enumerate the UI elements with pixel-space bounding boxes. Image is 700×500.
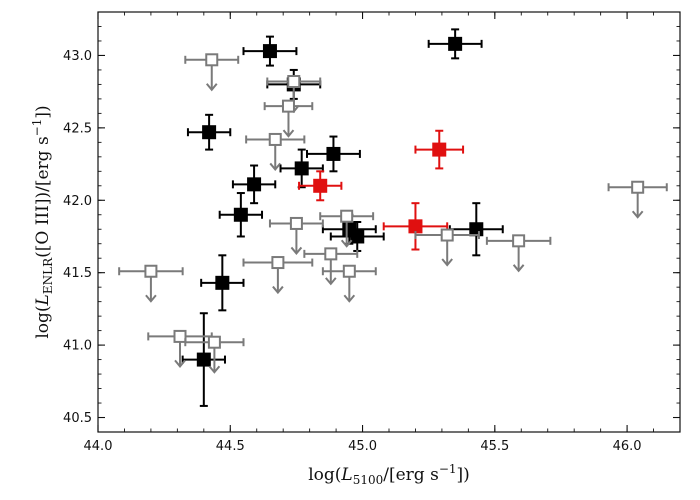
filled-square-marker: [408, 219, 423, 234]
filled-square-marker: [215, 275, 230, 290]
y-tick-label: 42.0: [63, 194, 92, 209]
data-point: [329, 221, 385, 252]
open-square-marker: [340, 209, 354, 223]
open-square-marker: [512, 234, 526, 248]
plot-frame: [97, 11, 681, 433]
filled-square-marker: [247, 177, 262, 192]
filled-square-marker: [196, 352, 211, 367]
open-square-marker: [287, 75, 301, 89]
y-tick-label: 42.5: [63, 121, 92, 136]
upper-limit-arrow-head: [269, 162, 282, 172]
upper-limit-arrow-head: [325, 277, 337, 286]
data-point: [200, 254, 245, 312]
filled-square-marker: [313, 178, 328, 193]
upper-limit-point: [184, 335, 245, 374]
x-tick-label: 44.5: [216, 439, 245, 454]
filled-square-marker: [294, 161, 309, 176]
y-tick-label: 41.0: [63, 339, 92, 354]
upper-limit-arrow-head: [272, 285, 284, 295]
upper-limit-arrow-head: [631, 210, 644, 219]
filled-square-marker: [448, 36, 463, 51]
upper-limit-point: [118, 264, 184, 303]
data-point: [414, 129, 465, 170]
open-square-marker: [440, 228, 454, 242]
upper-limit-point: [263, 99, 314, 138]
x-tick-label: 45.5: [480, 439, 509, 454]
upper-limit-point: [414, 228, 480, 267]
data-point: [427, 28, 483, 60]
data-point: [242, 35, 298, 67]
upper-limit-point: [607, 180, 668, 219]
upper-limit-arrow-head: [343, 294, 356, 303]
upper-limit-arrow-head: [174, 359, 186, 368]
open-square-marker: [271, 256, 285, 270]
upper-limit-point: [321, 264, 377, 303]
upper-limit-point: [485, 234, 552, 273]
upper-limit-point: [268, 216, 324, 256]
data-point: [231, 164, 277, 205]
upper-limit-arrow-head: [441, 258, 453, 267]
data-point: [218, 192, 264, 238]
open-square-marker: [205, 53, 219, 67]
data-point: [305, 135, 361, 173]
filled-square-marker: [202, 125, 217, 140]
upper-limit-point: [242, 256, 314, 295]
y-tick-label: 41.5: [63, 266, 92, 281]
open-square-marker: [324, 247, 338, 261]
upper-limit-point: [184, 53, 240, 92]
upper-limit-point: [245, 132, 306, 172]
y-tick-label: 43.0: [63, 49, 92, 64]
filled-square-marker: [233, 207, 248, 222]
open-square-marker: [173, 329, 187, 343]
upper-limit-arrow-head: [208, 365, 221, 374]
open-square-marker: [342, 264, 356, 278]
data-point: [181, 312, 226, 407]
data-point: [448, 202, 504, 257]
x-tick-label: 44.0: [84, 439, 113, 454]
x-tick-label: 45.0: [348, 439, 377, 454]
data-point: [298, 170, 343, 202]
upper-limit-arrow-head: [512, 264, 525, 273]
filled-square-marker: [469, 222, 484, 237]
x-axis-label: log(L5100/[erg s−1]): [308, 462, 470, 487]
filled-square-marker: [350, 229, 365, 244]
data-point: [382, 202, 449, 251]
upper-limit-point: [303, 247, 359, 286]
y-axis-label: log(LENLR([O III])/[erg s−1]): [30, 105, 55, 338]
open-square-marker: [631, 180, 645, 194]
axis-ticks: 44.0 44.5 45.0 45.5 46.0 40.5 41.0 41.5 42.0 42.5…: [63, 11, 681, 454]
upper-limit-arrow-head: [290, 246, 303, 256]
upper-limit-point: [319, 209, 375, 248]
upper-limit-arrow-head: [340, 239, 353, 248]
plot-area: [118, 28, 668, 407]
open-square-marker: [268, 132, 282, 146]
upper-limit-arrow-head: [205, 83, 218, 92]
y-tick-label: 40.5: [63, 411, 92, 426]
filled-square-marker: [432, 142, 447, 157]
open-square-marker: [289, 216, 303, 230]
upper-limit-arrow-head: [145, 294, 157, 303]
x-tick-label: 46.0: [613, 439, 642, 454]
data-point: [186, 113, 232, 151]
open-square-marker: [207, 335, 221, 349]
upper-limit-arrow-head: [282, 129, 295, 138]
open-square-marker: [144, 264, 158, 278]
open-square-marker: [281, 99, 295, 113]
filled-square-marker: [326, 146, 341, 161]
data-point: [279, 148, 324, 189]
filled-square-marker: [262, 44, 277, 59]
